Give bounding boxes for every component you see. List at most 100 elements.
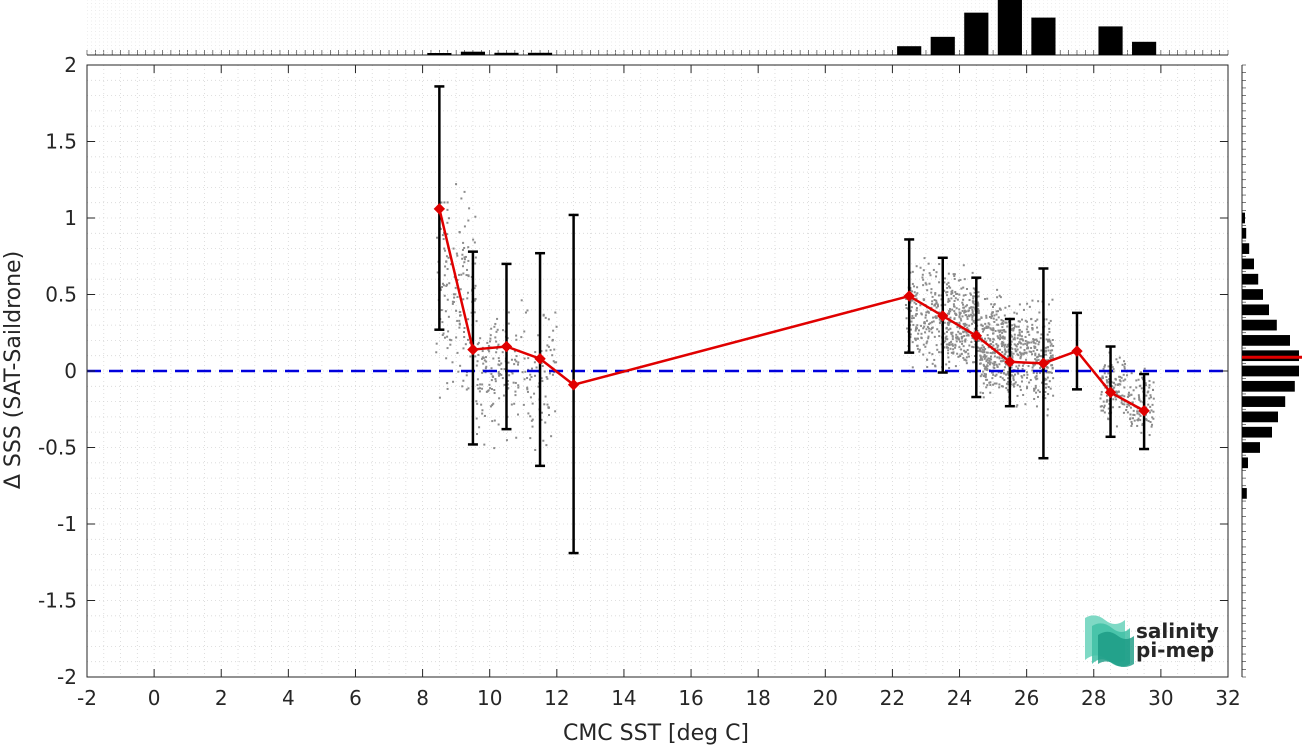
scatter-point	[916, 347, 919, 350]
scatter-point	[953, 273, 956, 276]
scatter-point	[486, 341, 489, 344]
top-hist-bar	[1098, 26, 1123, 55]
scatter-point	[1014, 381, 1017, 384]
scatter-point	[950, 331, 953, 334]
scatter-point	[938, 321, 941, 324]
scatter-point	[490, 388, 493, 391]
scatter-point	[1024, 319, 1027, 322]
scatter-point	[936, 303, 939, 306]
scatter-point	[984, 373, 987, 376]
scatter-point	[465, 274, 468, 277]
scatter-point	[490, 367, 493, 370]
scatter-point	[968, 309, 971, 312]
scatter-point	[988, 381, 991, 384]
scatter-point	[458, 273, 461, 276]
scatter-point	[500, 373, 503, 376]
scatter-point	[981, 358, 984, 361]
scatter-point	[443, 201, 446, 204]
scatter-point	[540, 418, 543, 421]
scatter-point	[553, 348, 556, 351]
scatter-point	[1001, 321, 1004, 324]
scatter-point	[442, 238, 445, 241]
scatter-point	[980, 337, 983, 340]
scatter-point	[1035, 374, 1038, 377]
scatter-point	[445, 255, 448, 258]
scatter-point	[463, 225, 466, 228]
scatter-point	[967, 328, 970, 331]
scatter-point	[1001, 343, 1004, 346]
scatter-point	[937, 305, 940, 308]
scatter-point	[1034, 342, 1037, 345]
scatter-point	[474, 284, 477, 287]
scatter-point	[926, 366, 929, 369]
scatter-point	[506, 383, 509, 386]
scatter-point	[956, 298, 959, 301]
scatter-point	[1015, 312, 1018, 315]
scatter-point	[1120, 401, 1123, 404]
scatter-point	[989, 383, 992, 386]
scatter-point	[1038, 390, 1041, 393]
data-point-marker	[467, 343, 479, 356]
scatter-point	[956, 292, 959, 295]
scatter-point	[1047, 393, 1050, 396]
scatter-point	[980, 350, 983, 353]
scatter-point	[542, 314, 545, 317]
scatter-point	[1145, 419, 1148, 422]
right-hist-bar	[1242, 335, 1290, 346]
scatter-point	[1047, 386, 1050, 389]
scatter-point	[930, 328, 933, 331]
scatter-point	[1045, 371, 1048, 374]
scatter-point	[443, 247, 446, 250]
scatter-point	[963, 311, 966, 314]
scatter-point	[929, 274, 932, 277]
scatter-point	[946, 291, 949, 294]
scatter-point	[986, 378, 989, 381]
scatter-point	[1099, 377, 1102, 380]
scatter-point	[997, 371, 1000, 374]
scatter-point	[1118, 356, 1121, 359]
scatter-point	[998, 348, 1001, 351]
scatter-point	[1013, 343, 1016, 346]
scatter-point	[1028, 350, 1031, 353]
scatter-point	[996, 346, 999, 349]
scatter-point	[1002, 319, 1005, 322]
scatter-point	[447, 256, 450, 259]
scatter-point	[1026, 347, 1029, 350]
scatter-point	[516, 413, 519, 416]
scatter-point	[1002, 369, 1005, 372]
scatter-point	[1031, 327, 1034, 330]
scatter-point	[476, 384, 479, 387]
scatter-point	[465, 374, 468, 377]
scatter-point	[938, 351, 941, 354]
scatter-point	[1031, 323, 1034, 326]
scatter-point	[994, 347, 997, 350]
scatter-point	[990, 317, 993, 320]
scatter-point	[947, 281, 950, 284]
right-hist-bar	[1242, 350, 1299, 362]
scatter-point	[1027, 330, 1030, 333]
scatter-point	[1036, 331, 1039, 334]
scatter-point	[920, 336, 923, 339]
scatter-point	[475, 364, 478, 367]
scatter-point	[966, 326, 969, 329]
scatter-point	[1026, 344, 1029, 347]
scatter-point	[463, 330, 466, 333]
scatter-point	[491, 375, 494, 378]
scatter-point	[523, 330, 526, 333]
scatter-point	[1140, 387, 1143, 390]
scatter-point	[923, 257, 926, 260]
scatter-point	[915, 265, 918, 268]
scatter-point	[985, 351, 988, 354]
scatter-point	[961, 342, 964, 345]
scatter-point	[1001, 357, 1004, 360]
scatter-point	[984, 374, 987, 377]
scatter-point	[927, 310, 930, 313]
scatter-point	[923, 322, 926, 325]
scatter-point	[441, 282, 444, 285]
scatter-point	[446, 221, 449, 224]
scatter-point	[545, 376, 548, 379]
scatter-point	[440, 201, 443, 204]
scatter-point	[534, 374, 537, 377]
scatter-point	[996, 335, 999, 338]
scatter-point	[915, 309, 918, 312]
